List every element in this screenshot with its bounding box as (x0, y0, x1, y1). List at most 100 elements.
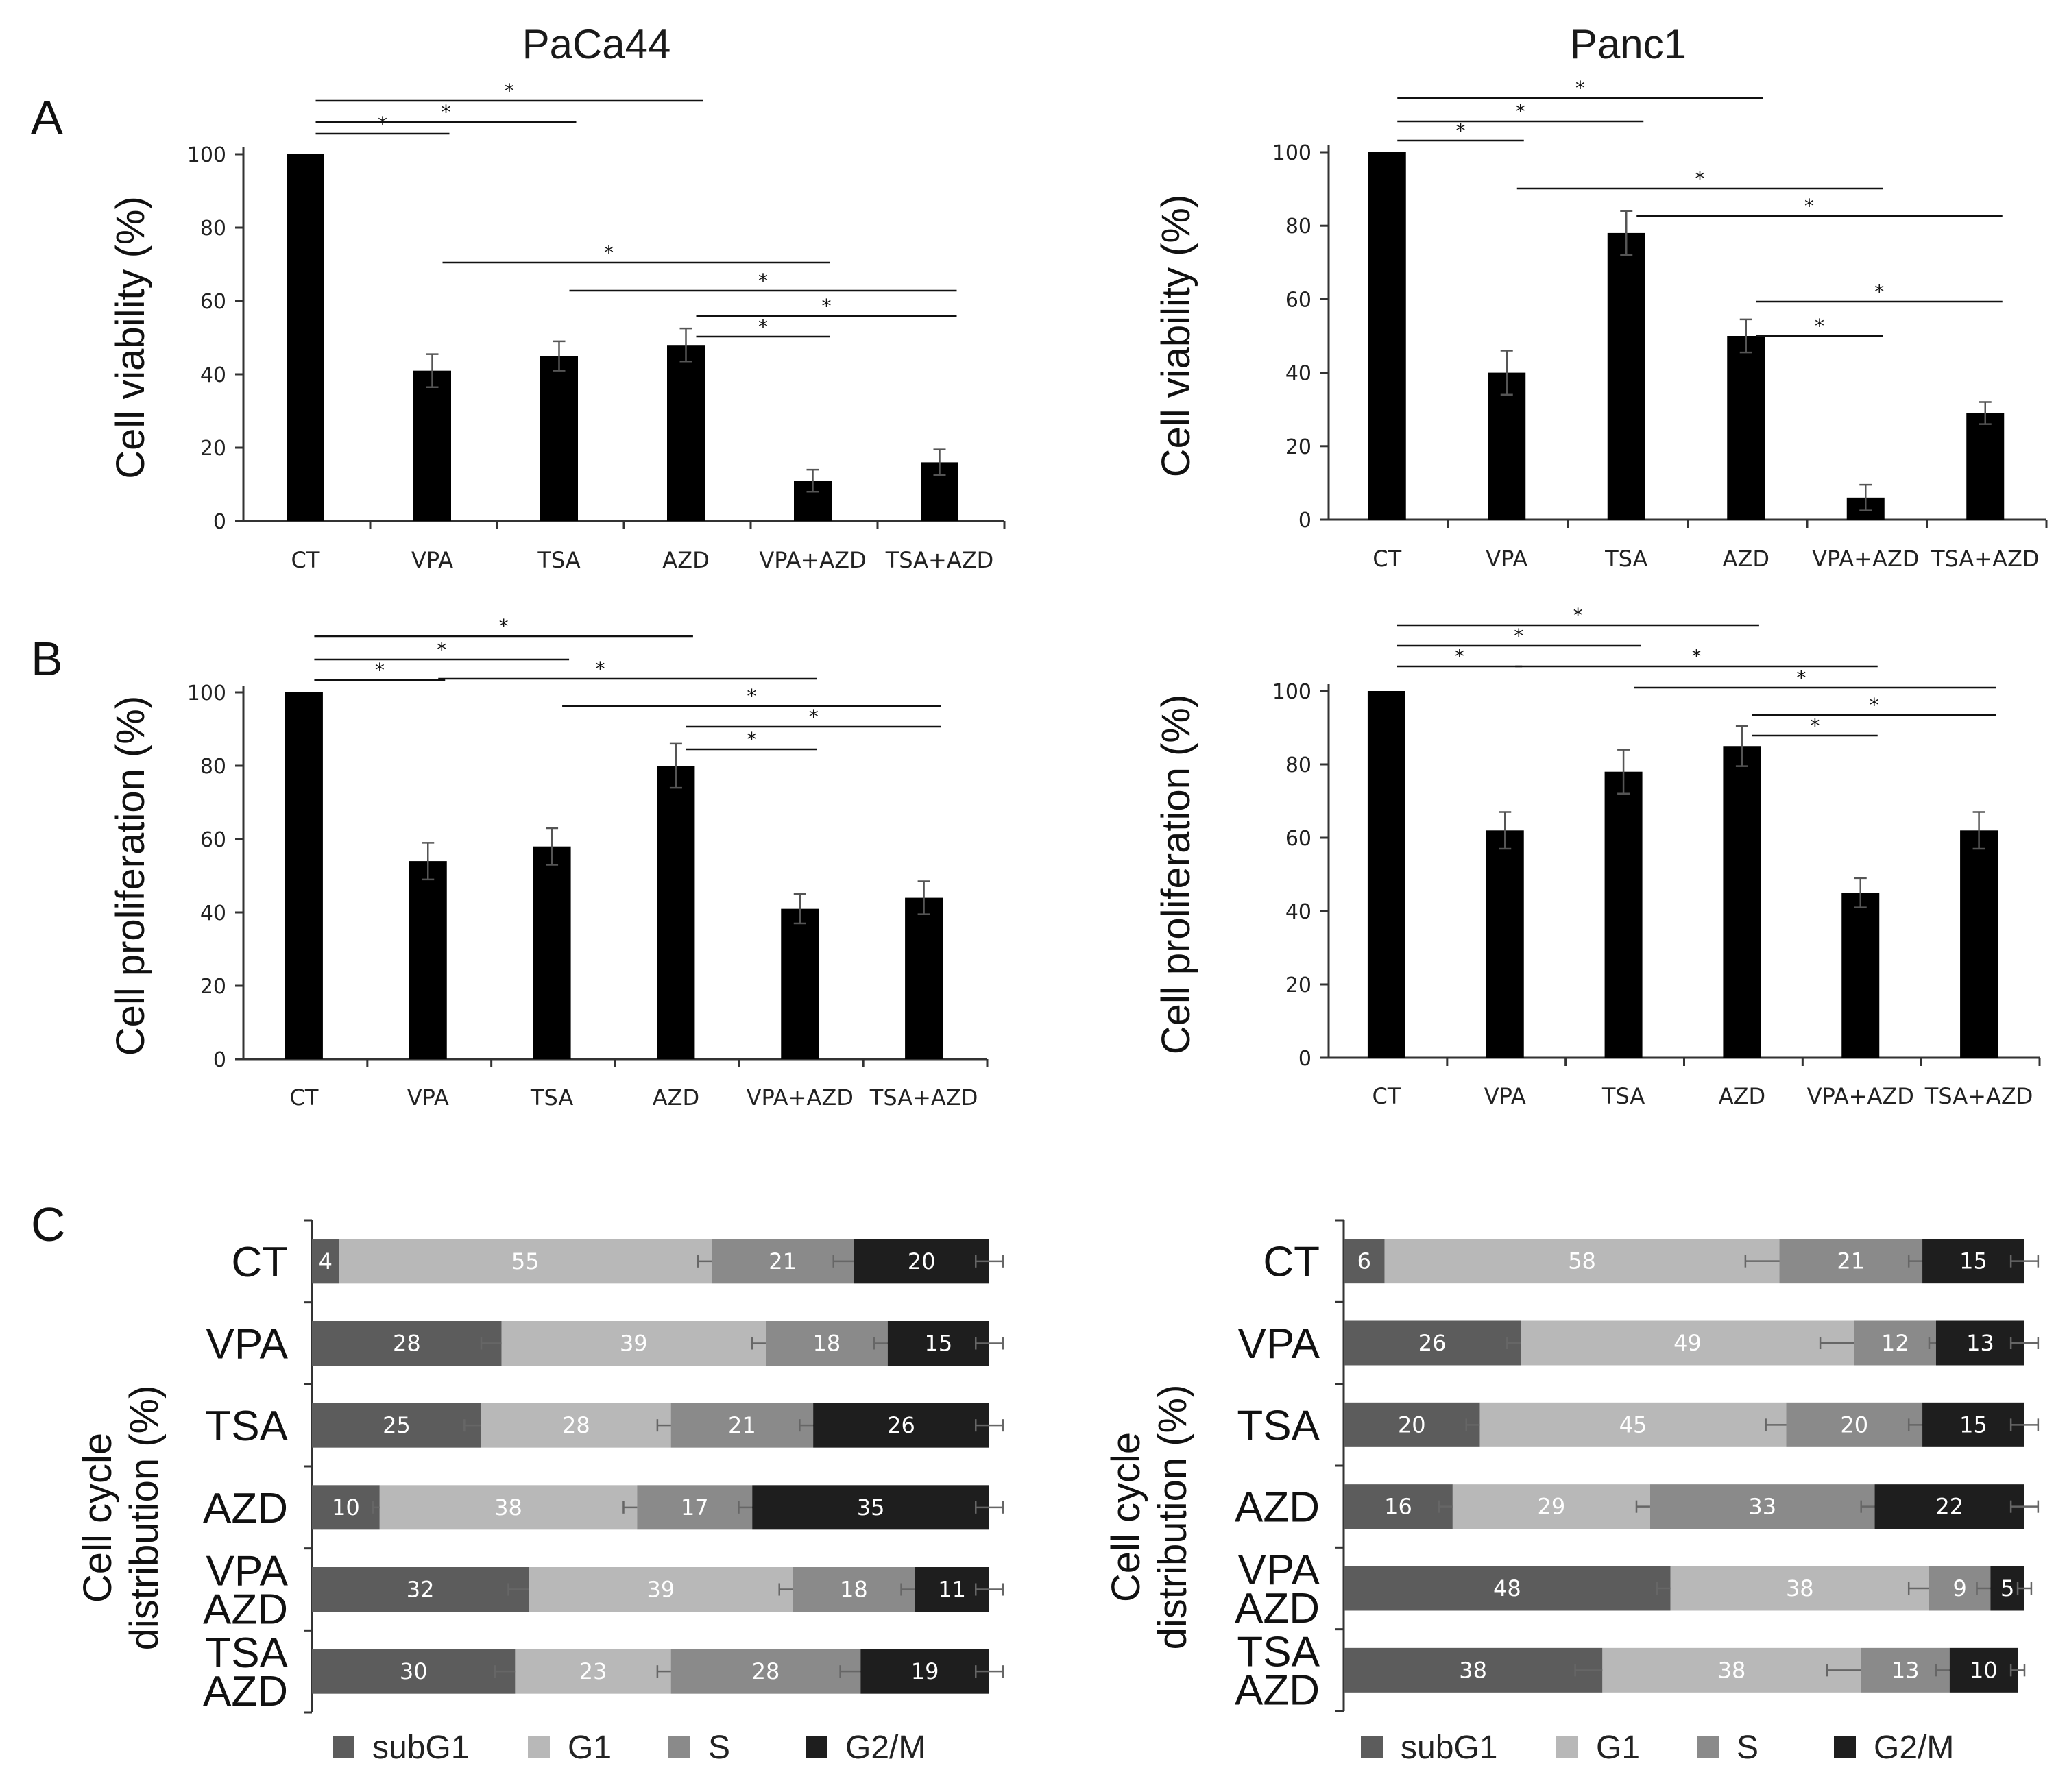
significance-star-viability-paca44-1-4: * (604, 241, 614, 264)
category-label-viability-paca44-ct: CT (291, 547, 320, 573)
segment-cell-cycle-paca44-ct-subg1 (312, 1239, 339, 1284)
segment-cell-cycle-panc1-azd-g2-m (1874, 1484, 2024, 1529)
y-axis-label-viability-panc1: Cell viability (%) (1154, 195, 1198, 478)
segment-label-cell-cycle-panc1-vpa-s: 12 (1881, 1330, 1909, 1356)
cell-cycle-chart-paca44: Cell cycle distribution (%) CT 4 55 21 20 VPA 28… (75, 1219, 1004, 1766)
bar-proliferation-paca44-ct (285, 692, 323, 1059)
category-label-cell-cycle-panc1-ct: CT (1263, 1239, 1320, 1286)
legend-label-cell-cycle-paca44-g1: G1 (568, 1730, 612, 1766)
segment-label-cell-cycle-paca44-vpa-s: 18 (813, 1331, 841, 1357)
legend-swatch-cell-cycle-panc1-s (1697, 1736, 1719, 1758)
bar-proliferation-paca44-tsa (533, 846, 571, 1059)
proliferation-chart-panc1: Cell proliferation (%) 0 20 40 60 80 100 CT VPA T… (1154, 604, 2041, 1109)
bar-viability-panc1-vpa (1488, 372, 1526, 520)
category-label-cell-cycle-panc1-tsa-azd-1: AZD (1235, 1667, 1320, 1714)
segment-cell-cycle-paca44-tsa-s (670, 1403, 814, 1448)
segment-label-cell-cycle-panc1-ct-g2-m: 15 (1959, 1248, 1987, 1274)
significance-star-proliferation-panc1-1-4: * (1692, 645, 1702, 668)
y-tick-label-viability-paca44-20: 20 (200, 437, 226, 461)
significance-star-proliferation-panc1-3-5: * (1870, 694, 1879, 716)
y-tick-label-viability-panc1-40: 40 (1285, 362, 1311, 386)
bar-viability-panc1-azd (1727, 336, 1765, 520)
segment-cell-cycle-panc1-tsa-azd-subg1 (1344, 1647, 1603, 1693)
segment-label-cell-cycle-paca44-tsa-g2-m: 26 (887, 1412, 915, 1438)
category-label-viability-panc1-azd: AZD (1723, 546, 1769, 572)
category-label-viability-panc1-tsa: TSA (1604, 546, 1647, 572)
segment-cell-cycle-panc1-tsa-g1 (1479, 1402, 1787, 1447)
significance-star-viability-panc1-3-5: * (1874, 280, 1884, 303)
segment-cell-cycle-paca44-tsa-azd-g2-m (860, 1649, 989, 1694)
legend-label-cell-cycle-paca44-s: S (708, 1730, 730, 1766)
bar-proliferation-panc1-vpa (1486, 830, 1524, 1058)
y-axis-label-cell-cycle-panc1-line-0: Cell cycle (1104, 1432, 1148, 1602)
category-label-cell-cycle-panc1-tsa: TSA (1237, 1402, 1320, 1449)
y-tick-label-proliferation-paca44-20: 20 (200, 975, 226, 999)
segment-cell-cycle-panc1-vpa-g1 (1521, 1320, 1854, 1366)
category-label-viability-panc1-vpa-azd: VPA+AZD (1812, 546, 1919, 572)
significance-star-proliferation-paca44-3-5: * (809, 705, 819, 728)
segment-label-cell-cycle-panc1-tsa-azd-subg1: 38 (1459, 1657, 1487, 1683)
segment-label-cell-cycle-paca44-vpa-g1: 39 (620, 1331, 648, 1357)
cell-cycle-chart-panc1: Cell cycle distribution (%) CT 6 58 21 15 VPA 26… (1104, 1219, 2040, 1766)
segment-label-cell-cycle-panc1-azd-g2-m: 22 (1935, 1494, 1963, 1520)
segment-cell-cycle-paca44-tsa-g2-m (813, 1403, 989, 1448)
panel-letter-b: B (31, 632, 63, 686)
segment-cell-cycle-panc1-ct-subg1 (1344, 1239, 1385, 1284)
segment-label-cell-cycle-panc1-azd-subg1: 16 (1384, 1494, 1412, 1520)
segment-label-cell-cycle-paca44-vpa-azd-subg1: 32 (407, 1577, 435, 1603)
significance-star-proliferation-panc1-2-5: * (1796, 666, 1806, 689)
legend-swatch-cell-cycle-paca44-s (668, 1736, 690, 1758)
segment-cell-cycle-paca44-azd-g2-m (752, 1485, 989, 1530)
bar-proliferation-panc1-ct (1367, 691, 1405, 1058)
category-label-proliferation-paca44-vpa: VPA (407, 1085, 449, 1111)
legend-label-cell-cycle-panc1-g2-m: G2/M (1874, 1730, 1954, 1766)
segment-label-cell-cycle-panc1-vpa-subg1: 26 (1418, 1330, 1447, 1356)
segment-cell-cycle-paca44-azd-g1 (379, 1485, 638, 1530)
segment-label-cell-cycle-paca44-tsa-azd-subg1: 30 (400, 1658, 428, 1684)
category-label-viability-paca44-vpa: VPA (411, 547, 453, 573)
bar-viability-paca44-vpa (413, 370, 451, 521)
y-axis-label-cell-cycle-panc1-line-1: distribution (%) (1150, 1385, 1195, 1650)
segment-cell-cycle-panc1-tsa-subg1 (1344, 1402, 1480, 1447)
category-label-proliferation-paca44-azd: AZD (653, 1085, 699, 1111)
segment-label-cell-cycle-paca44-tsa-subg1: 25 (383, 1412, 411, 1438)
column-title-panc1: Panc1 (1570, 21, 1687, 67)
bar-proliferation-paca44-tsa-azd (905, 897, 943, 1059)
category-label-cell-cycle-paca44-tsa: TSA (205, 1403, 288, 1450)
legend-swatch-cell-cycle-panc1-g2-m (1834, 1736, 1856, 1758)
panel-letter-c: C (31, 1198, 66, 1251)
segment-label-cell-cycle-paca44-tsa-azd-g2-m: 19 (911, 1658, 939, 1684)
y-tick-label-proliferation-paca44-40: 40 (200, 901, 226, 925)
segment-cell-cycle-paca44-azd-s (637, 1485, 753, 1530)
legend-label-cell-cycle-panc1-s: S (1737, 1730, 1758, 1766)
significance-star-proliferation-panc1-0-2: * (1514, 625, 1523, 647)
segment-label-cell-cycle-paca44-vpa-g2-m: 15 (925, 1331, 953, 1357)
segment-label-cell-cycle-panc1-tsa-subg1: 20 (1398, 1412, 1426, 1438)
significance-star-viability-paca44-0-3: * (505, 80, 514, 102)
category-label-cell-cycle-paca44-vpa-azd-0: VPA (206, 1548, 289, 1595)
segment-cell-cycle-panc1-tsa-g2-m (1922, 1402, 2024, 1447)
y-tick-label-viability-panc1-60: 60 (1285, 288, 1311, 312)
category-label-viability-paca44-vpa-azd: VPA+AZD (759, 547, 866, 573)
y-tick-label-proliferation-panc1-20: 20 (1285, 973, 1311, 997)
y-tick-label-proliferation-paca44-100: 100 (187, 681, 226, 705)
segment-cell-cycle-paca44-ct-g2-m (854, 1239, 989, 1284)
category-label-proliferation-panc1-vpa: VPA (1484, 1083, 1526, 1109)
segment-cell-cycle-paca44-vpa-azd-subg1 (312, 1567, 529, 1612)
significance-star-proliferation-paca44-3-4: * (747, 728, 756, 751)
category-label-proliferation-panc1-tsa: TSA (1601, 1083, 1645, 1109)
category-label-cell-cycle-panc1-vpa-azd-0: VPA (1238, 1547, 1320, 1594)
segment-label-cell-cycle-panc1-ct-g1: 58 (1568, 1248, 1596, 1274)
segment-label-cell-cycle-panc1-vpa-g2-m: 13 (1966, 1330, 1994, 1356)
segment-label-cell-cycle-paca44-azd-g1: 38 (494, 1494, 522, 1521)
significance-star-proliferation-paca44-0-2: * (437, 638, 446, 661)
segment-cell-cycle-panc1-tsa-azd-g1 (1602, 1647, 1861, 1693)
y-tick-label-proliferation-paca44-80: 80 (200, 755, 226, 779)
significance-star-proliferation-paca44-0-1: * (375, 659, 385, 681)
segment-label-cell-cycle-panc1-azd-s: 33 (1748, 1494, 1776, 1520)
significance-star-viability-panc1-3-4: * (1815, 315, 1824, 337)
segment-cell-cycle-panc1-azd-s (1649, 1484, 1875, 1529)
bar-proliferation-panc1-tsa (1604, 771, 1643, 1058)
y-tick-label-proliferation-paca44-60: 60 (200, 828, 226, 852)
